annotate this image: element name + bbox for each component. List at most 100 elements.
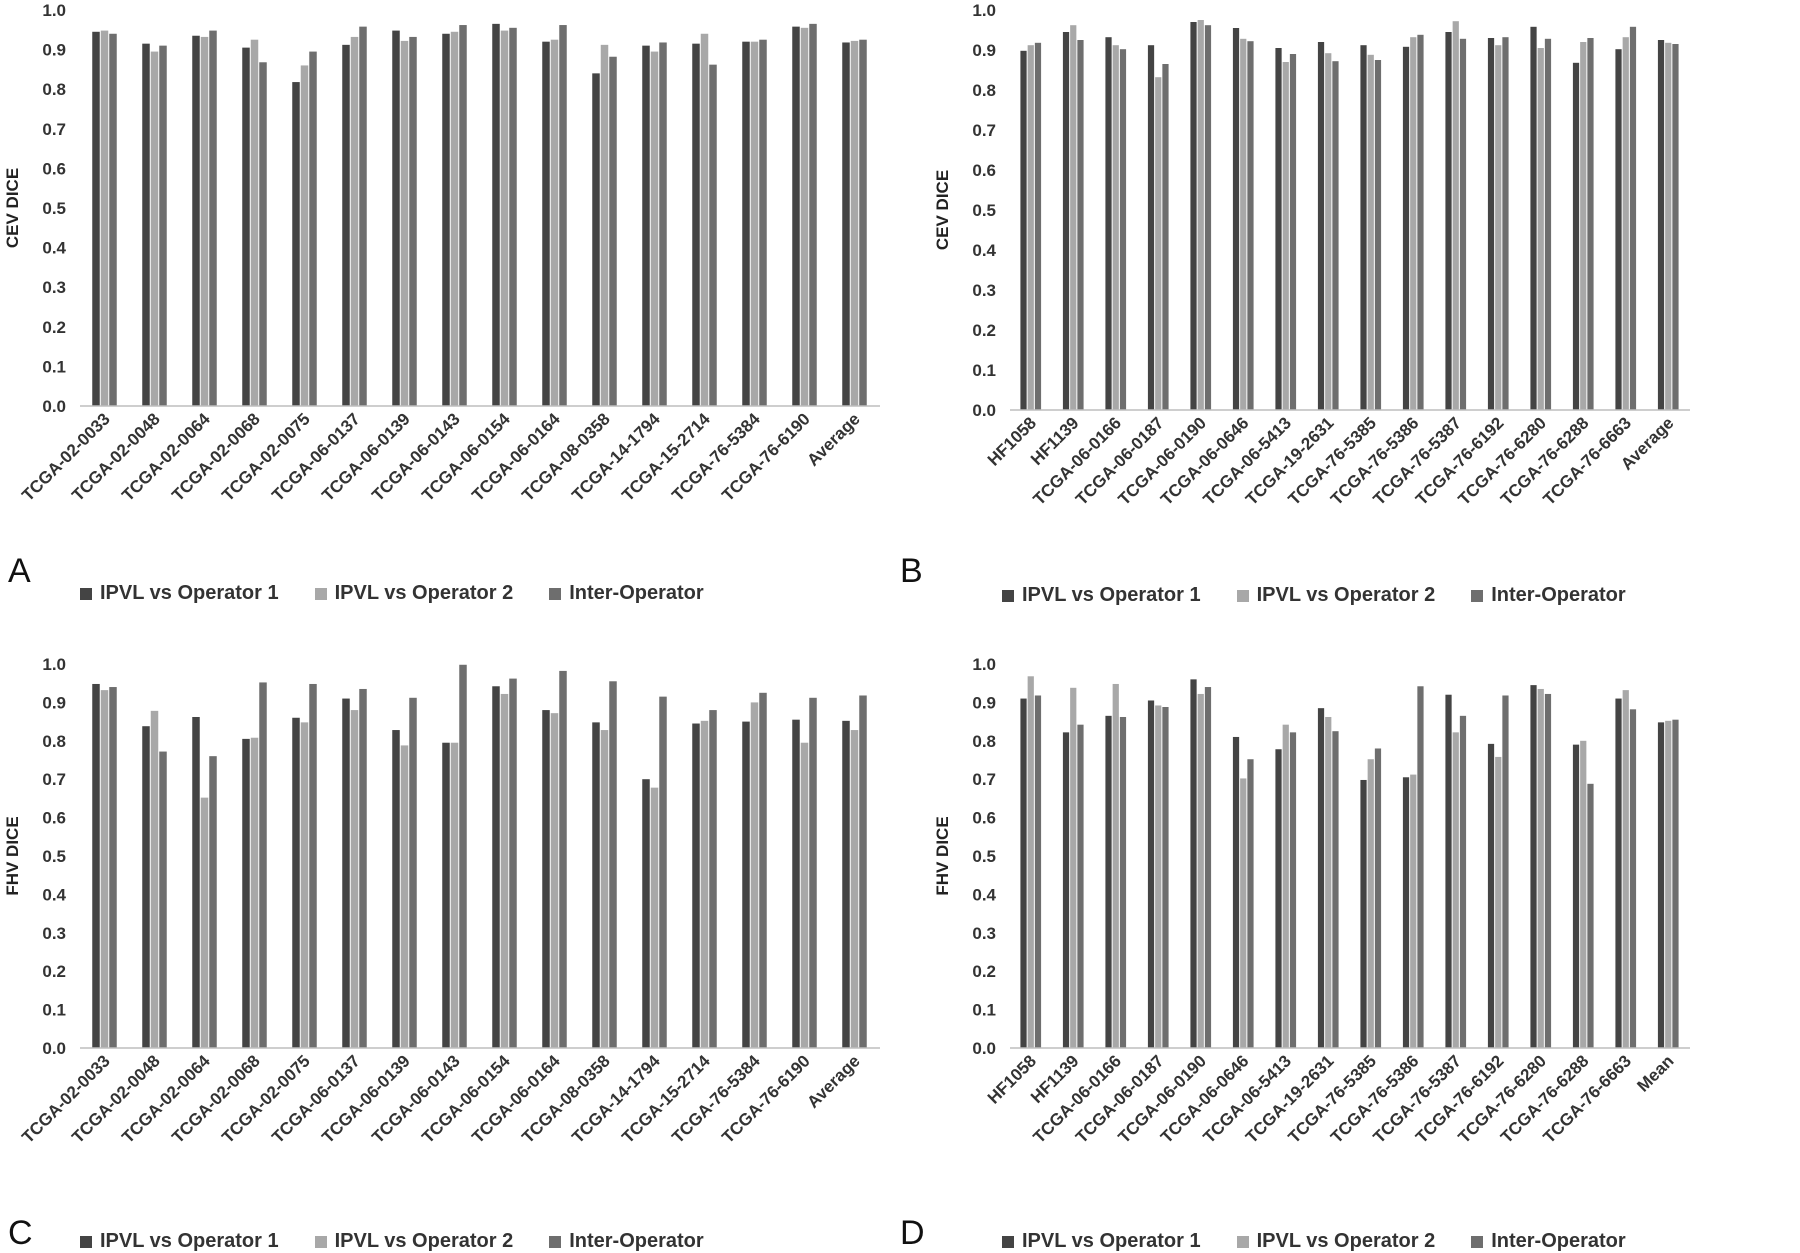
bar-ipvl-vs-operator-1-tcga-76-6288 (1572, 62, 1580, 411)
bar-ipvl-vs-operator-2-tcga-76-6192 (1495, 45, 1502, 410)
bar-inter-operator-tcga-06-0143 (459, 664, 467, 1048)
bar-ipvl-vs-operator-1-tcga-06-0154 (492, 23, 500, 407)
x-tick-label: TCGA-02-0068 (168, 409, 264, 505)
y-tick-label: 0.1 (972, 1001, 996, 1020)
x-tick-label: TCGA-02-0048 (68, 409, 164, 505)
bar-inter-operator-tcga-06-0190 (1204, 687, 1212, 1048)
legend-label: Inter-Operator (569, 582, 704, 604)
x-tick-label: TCGA-76-5384 (668, 1051, 764, 1147)
y-tick-label: 0.5 (972, 847, 996, 866)
bar-ipvl-vs-operator-2-tcga-15-2714 (700, 720, 709, 1048)
bar-ipvl-vs-operator-2-tcga-76-6280 (1537, 688, 1544, 1048)
bar-ipvl-vs-operator-1-tcga-76-5384 (742, 41, 750, 407)
bar-ipvl-vs-operator-2-tcga-02-0075 (300, 722, 309, 1048)
bar-ipvl-vs-operator-1-tcga-76-5384 (742, 721, 750, 1048)
bar-inter-operator-tcga-06-0143 (459, 25, 467, 406)
bar-ipvl-vs-operator-2-tcga-06-0143 (450, 742, 459, 1048)
bar-ipvl-vs-operator-2-tcga-06-0190 (1197, 20, 1204, 410)
bar-ipvl-vs-operator-2-tcga-06-0164 (550, 39, 559, 406)
bar-ipvl-vs-operator-1-tcga-76-6190 (792, 26, 800, 407)
bar-inter-operator-tcga-76-6288 (1587, 783, 1594, 1048)
y-tick-label: 0.6 (972, 161, 996, 180)
bar-ipvl-vs-operator-1-tcga-19-2631 (1317, 42, 1325, 410)
bar-ipvl-vs-operator-1-tcga-06-0137 (342, 698, 350, 1048)
y-tick-label: 0.1 (42, 1001, 66, 1020)
y-tick-label: 0.9 (42, 693, 66, 712)
bar-ipvl-vs-operator-1-tcga-76-5387 (1445, 32, 1452, 410)
legend-swatch (549, 1235, 562, 1248)
bar-ipvl-vs-operator-1-hf1139 (1062, 732, 1070, 1048)
legend-swatch (1236, 589, 1249, 602)
y-tick-label: 0.3 (972, 281, 996, 300)
y-tick-label: 0.1 (42, 357, 66, 376)
bar-inter-operator-tcga-76-5384 (759, 39, 767, 406)
bar-inter-operator-tcga-02-0064 (209, 756, 217, 1048)
y-tick-label: 0.4 (42, 239, 66, 258)
bar-ipvl-vs-operator-1-tcga-06-0164 (542, 41, 550, 407)
bar-ipvl-vs-operator-1-hf1139 (1062, 32, 1070, 410)
bar-ipvl-vs-operator-2-tcga-02-0068 (250, 39, 259, 406)
bar-ipvl-vs-operator-1-tcga-06-5413 (1275, 48, 1282, 410)
x-tick-label: TCGA-15-2714 (618, 1051, 714, 1147)
bar-inter-operator-tcga-76-6280 (1544, 693, 1552, 1048)
bar-inter-operator-tcga-08-0358 (609, 681, 617, 1048)
y-tick-label: 0.8 (42, 732, 66, 751)
bar-inter-operator-tcga-02-0068 (259, 62, 267, 406)
bar-inter-operator-tcga-06-0166 (1119, 716, 1127, 1048)
y-tick-label: 1.0 (972, 655, 996, 674)
bar-ipvl-vs-operator-1-tcga-19-2631 (1317, 708, 1325, 1048)
bar-inter-operator-tcga-06-0646 (1247, 41, 1254, 410)
x-tick-label: TCGA-06-0139 (318, 1051, 414, 1147)
bar-ipvl-vs-operator-1-tcga-02-0068 (242, 738, 250, 1048)
bar-inter-operator-tcga-06-0646 (1247, 759, 1254, 1048)
bar-inter-operator-tcga-15-2714 (709, 710, 717, 1048)
y-tick-label: 0.7 (42, 120, 66, 139)
x-tick-label: TCGA-08-0358 (518, 409, 614, 505)
legend-label: IPVL vs Operator 1 (1022, 1230, 1201, 1252)
y-tick-label: 1.0 (42, 655, 66, 674)
y-tick-label: 0.0 (972, 1039, 996, 1058)
bar-ipvl-vs-operator-1-tcga-02-0048 (142, 43, 150, 406)
y-axis-label: CEV DICE (933, 170, 952, 250)
bar-ipvl-vs-operator-1-tcga-76-6190 (792, 719, 800, 1048)
bar-ipvl-vs-operator-2-tcga-06-0166 (1112, 45, 1119, 410)
bar-inter-operator-tcga-19-2631 (1332, 731, 1339, 1048)
bar-ipvl-vs-operator-1-tcga-06-0154 (492, 686, 500, 1048)
bar-ipvl-vs-operator-1-tcga-06-0646 (1232, 736, 1240, 1048)
bar-ipvl-vs-operator-2-tcga-14-1794 (650, 787, 659, 1048)
bar-ipvl-vs-operator-1-tcga-06-0187 (1147, 700, 1155, 1048)
bar-inter-operator-tcga-02-0033 (109, 687, 117, 1048)
bar-ipvl-vs-operator-2-tcga-76-6190 (800, 27, 809, 406)
x-tick-label: TCGA-08-0358 (518, 1051, 614, 1147)
legend-swatch (1002, 1235, 1014, 1248)
y-tick-label: 0.5 (972, 201, 996, 220)
bar-inter-operator-mean (1672, 719, 1679, 1048)
bar-inter-operator-tcga-06-5413 (1289, 54, 1297, 410)
x-tick-label: TCGA-06-0154 (418, 409, 514, 505)
bar-ipvl-vs-operator-2-tcga-06-0646 (1240, 778, 1247, 1048)
bar-ipvl-vs-operator-1-tcga-15-2714 (692, 723, 700, 1048)
bar-ipvl-vs-operator-1-tcga-06-0143 (442, 742, 450, 1048)
y-tick-label: 0.3 (42, 278, 66, 297)
bar-inter-operator-tcga-76-6280 (1544, 38, 1552, 411)
bar-inter-operator-tcga-08-0358 (609, 56, 617, 407)
bar-ipvl-vs-operator-1-tcga-08-0358 (592, 722, 600, 1048)
legend: IPVL vs Operator 1 IPVL vs Operator 2 Inte… (1002, 584, 1662, 607)
legend-item: IPVL vs Operator 1 (1002, 584, 1201, 607)
bar-inter-operator-tcga-76-6663 (1629, 26, 1637, 411)
panel-letter: C (8, 1214, 33, 1252)
bar-inter-operator-tcga-02-0048 (159, 751, 167, 1048)
bar-ipvl-vs-operator-2-tcga-08-0358 (600, 44, 609, 407)
x-tick-label: TCGA-06-0164 (468, 409, 564, 505)
y-tick-label: 0.5 (42, 847, 66, 866)
y-tick-label: 0.0 (42, 397, 66, 416)
panel-letter: A (8, 552, 31, 590)
bar-ipvl-vs-operator-1-tcga-76-6288 (1572, 744, 1580, 1048)
legend-item: Inter-Operator (1471, 584, 1626, 607)
bar-inter-operator-tcga-02-0064 (209, 30, 217, 406)
legend-label: Inter-Operator (569, 1230, 704, 1252)
bar-ipvl-vs-operator-1-tcga-06-0190 (1190, 679, 1197, 1048)
bar-ipvl-vs-operator-2-tcga-02-0068 (250, 737, 259, 1048)
bar-ipvl-vs-operator-2-tcga-76-6280 (1537, 48, 1544, 410)
bar-ipvl-vs-operator-2-tcga-06-0139 (400, 40, 409, 406)
